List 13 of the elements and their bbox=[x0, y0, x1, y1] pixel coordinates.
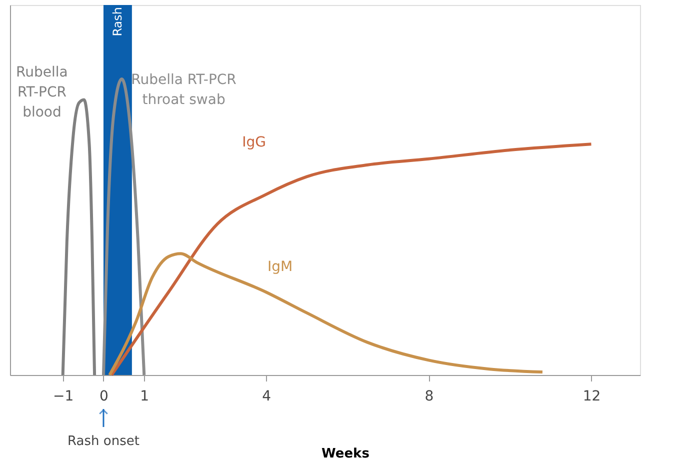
annotation: Rash onset bbox=[68, 434, 140, 449]
text: IgG bbox=[242, 134, 266, 150]
x-tick-label: 8 bbox=[424, 388, 434, 404]
x-tick-label: −1 bbox=[53, 388, 74, 404]
x-tick-label: 12 bbox=[582, 388, 601, 404]
band-label: Rash bbox=[110, 7, 125, 36]
x-tick-label: 4 bbox=[262, 388, 272, 404]
series-label: Rubella RT-PCR blood bbox=[16, 64, 68, 121]
x-axis-title: Weeks bbox=[322, 446, 370, 462]
series-label: IgM bbox=[268, 259, 293, 276]
series-label: Rubella RT-PCR throat swab bbox=[131, 72, 237, 108]
x-tick-label: 1 bbox=[140, 388, 150, 404]
x-tick-label: 0 bbox=[100, 388, 108, 404]
